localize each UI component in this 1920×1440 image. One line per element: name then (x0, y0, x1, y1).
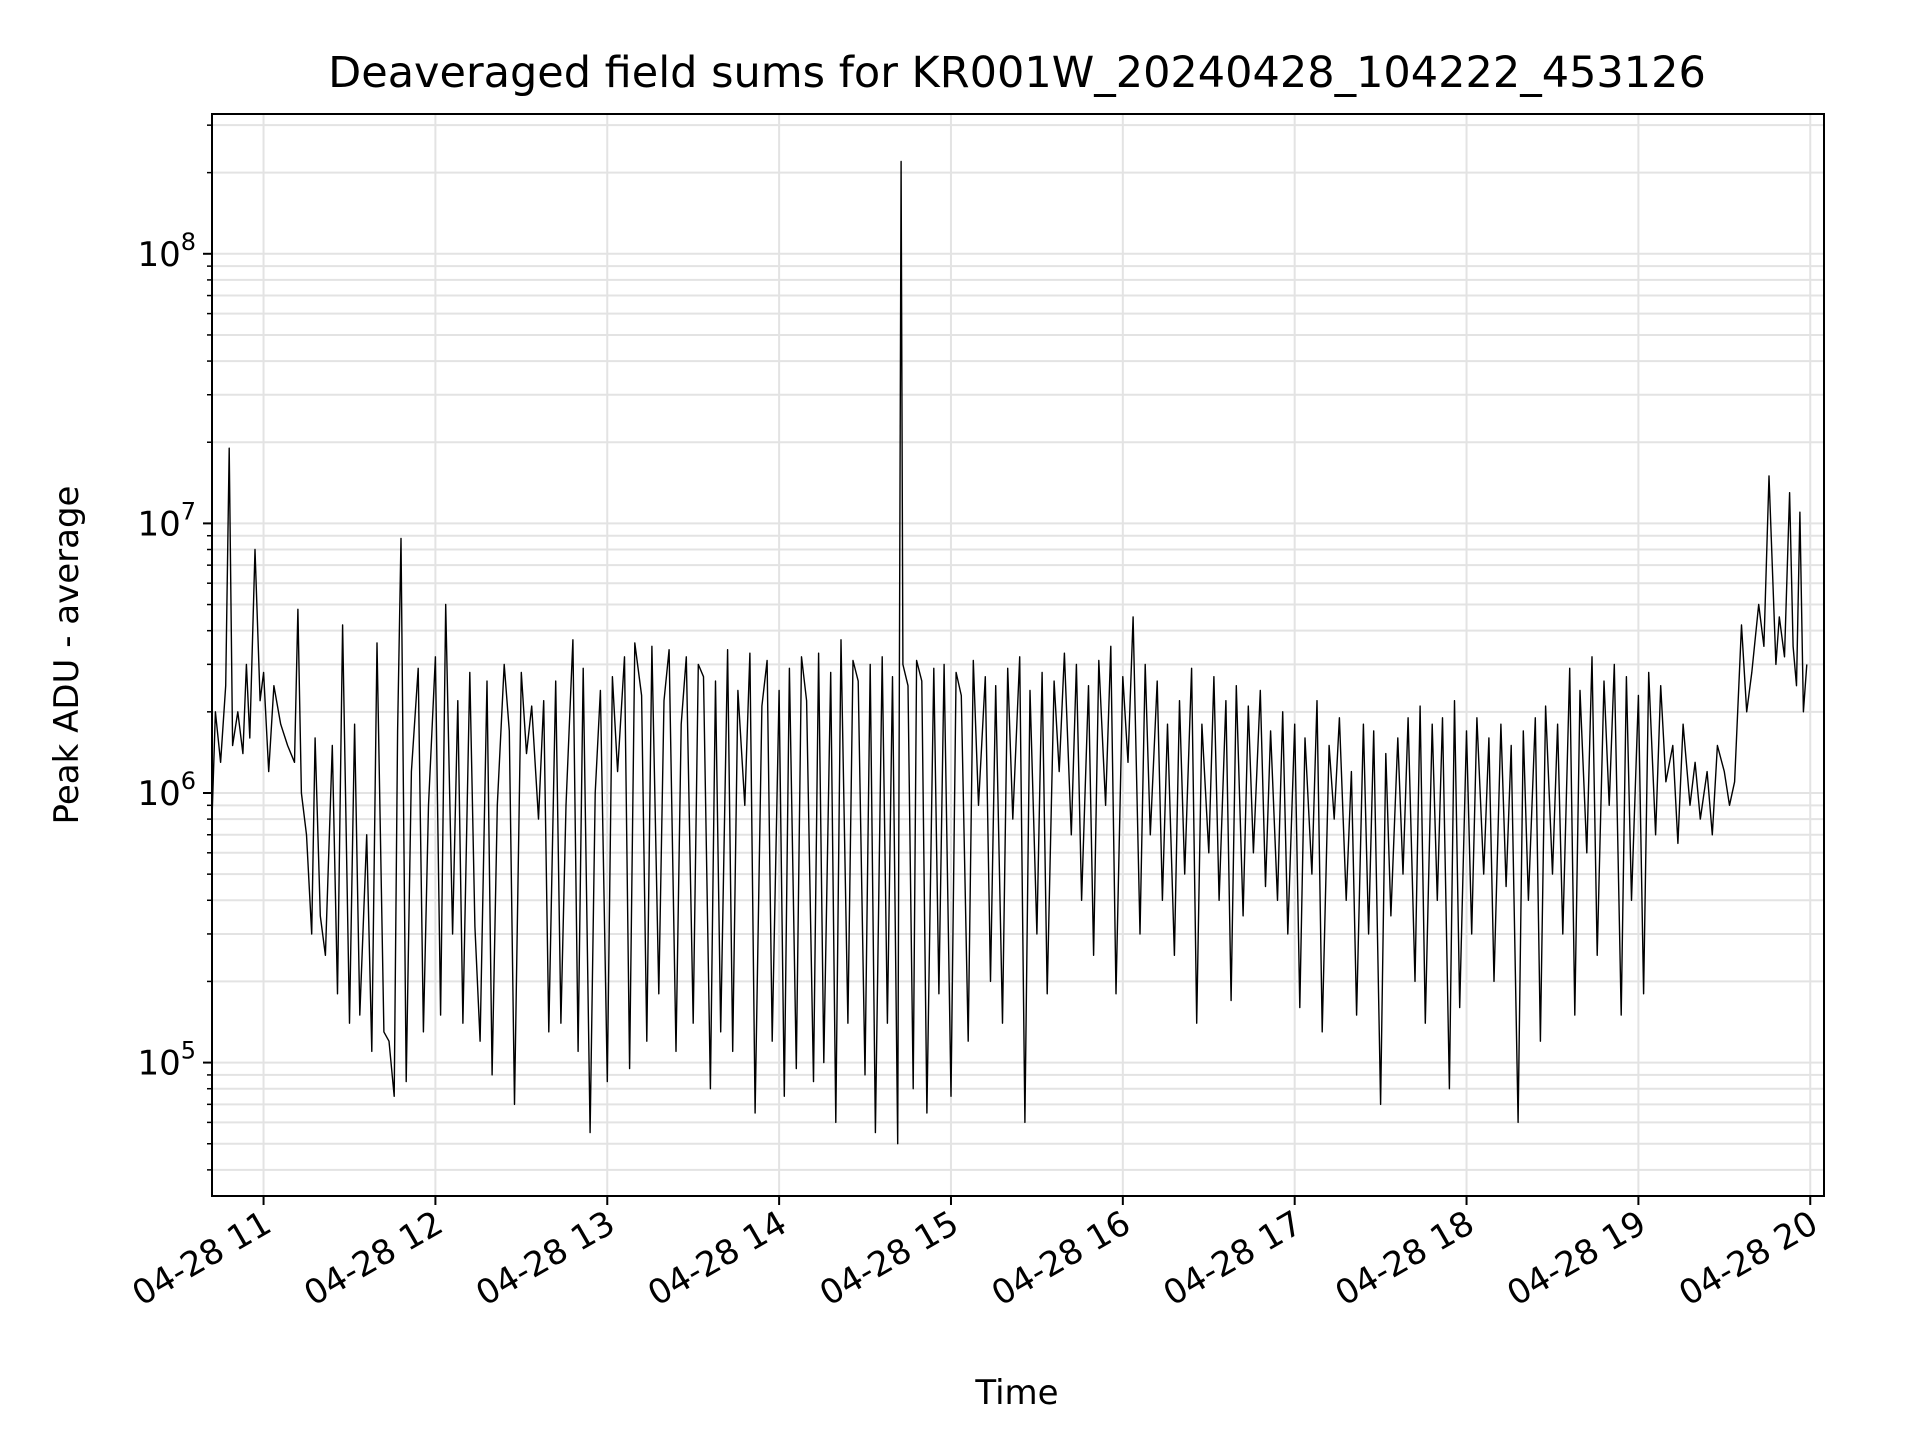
plot-frame (211, 113, 1825, 1197)
y-tick-label: 105 (137, 1037, 196, 1084)
grid (212, 114, 1824, 1196)
y-tick-label: 106 (137, 767, 196, 814)
y-axis-label: Peak ADU - average (47, 486, 87, 825)
y-axis: 105 106 107 108 (137, 124, 212, 1171)
y-tick-label: 107 (137, 497, 196, 544)
chart-title: Deaveraged field sums for KR001W_2024042… (328, 48, 1706, 98)
y-tick-label: 108 (137, 228, 196, 275)
data-series-line (211, 160, 1808, 1145)
series-group (211, 160, 1808, 1145)
x-axis-label: Time (974, 1373, 1058, 1413)
